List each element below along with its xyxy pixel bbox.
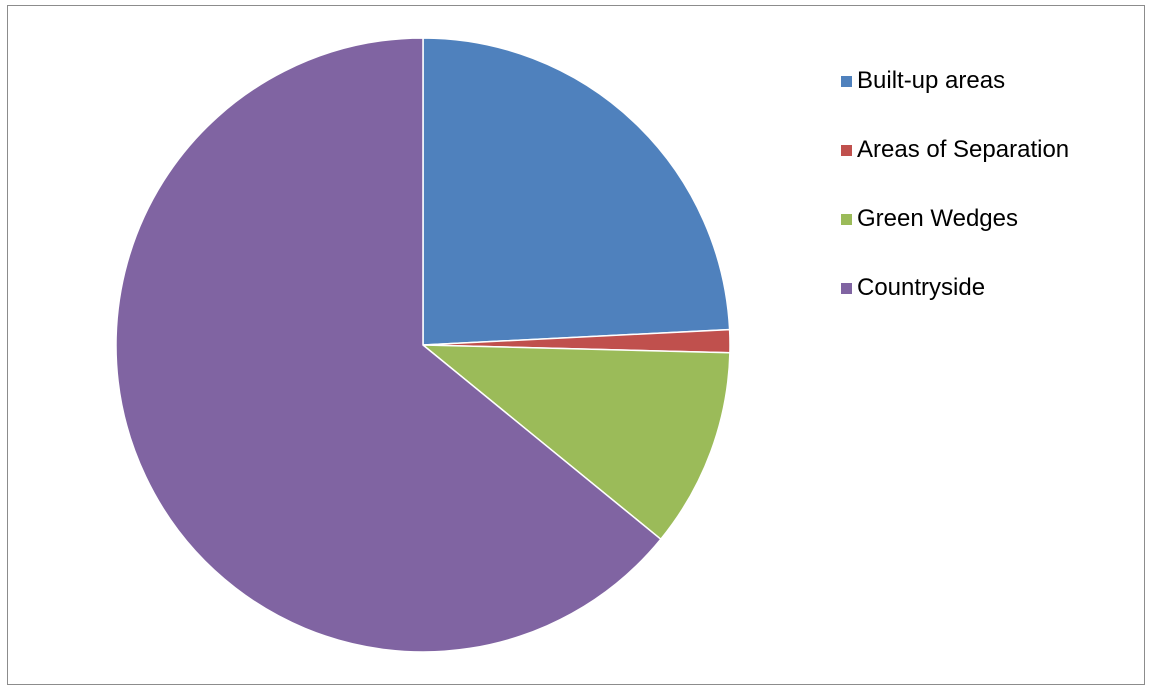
legend-swatch (841, 282, 852, 294)
legend-swatch (841, 75, 852, 87)
legend-item-built-up-areas: Built-up areas (841, 66, 1069, 96)
legend-swatch (841, 213, 852, 225)
legend: Built-up areas Areas of Separation Green W… (841, 66, 1069, 342)
chart-area: Built-up areas Areas of Separation Green W… (7, 5, 1145, 685)
legend-label: Built-up areas (857, 67, 1006, 94)
pie-slice-built-up-areas (422, 37, 731, 346)
legend-swatch (841, 144, 852, 156)
legend-item-areas-of-separation: Areas of Separation (841, 135, 1069, 165)
legend-label: Countryside (857, 274, 986, 301)
legend-label: Green Wedges (857, 205, 1018, 232)
pie-slice-green-wedges (420, 344, 731, 541)
legend-label: Areas of Separation (857, 136, 1070, 163)
pie-slices (115, 37, 731, 653)
legend-item-countryside: Countryside (841, 273, 1069, 303)
legend-item-green-wedges: Green Wedges (841, 204, 1069, 234)
pie-chart (115, 37, 731, 653)
pie-slice-countryside (115, 37, 662, 653)
